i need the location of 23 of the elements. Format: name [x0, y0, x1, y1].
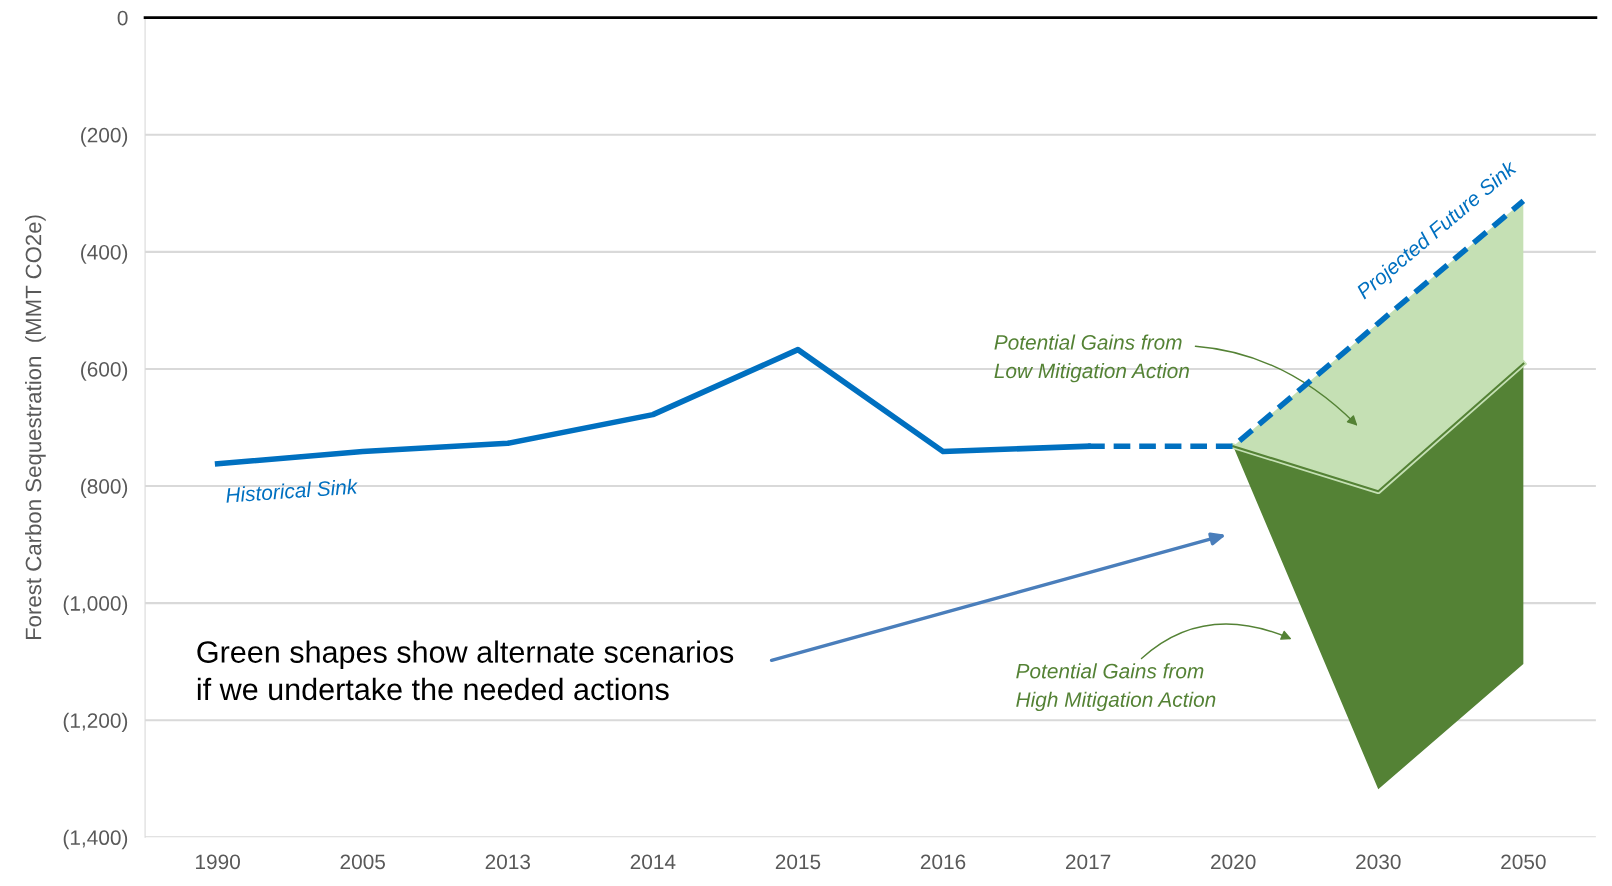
- series-label: Historical Sink: [225, 478, 359, 503]
- y-tick-label: (200): [81, 127, 128, 147]
- x-tick-label: 2050: [1501, 854, 1546, 870]
- x-tick-label: 1990: [196, 854, 240, 870]
- x-tick-label: 2020: [1211, 854, 1256, 870]
- annotation: Green shapes show alternate scenarios if we undertake the needed actions: [197, 640, 734, 701]
- y-tick-label: 0: [117, 10, 128, 26]
- y-tick-label: (1,200): [63, 712, 128, 733]
- y-axis-title: Forest Carbon Sequestration (MMT CO2e): [25, 215, 46, 640]
- x-tick-label: 2013: [485, 854, 531, 870]
- text: Potential Gains from High Mitigation Action: [1016, 663, 1216, 712]
- x-tick-label: 2014: [630, 854, 676, 870]
- text: Potential Gains from Low Mitigation Action: [994, 334, 1189, 383]
- y-tick-label: (1,400): [63, 829, 128, 850]
- y-tick-label: (400): [81, 244, 128, 264]
- y-tick-label: (1,000): [63, 595, 128, 615]
- x-tick-label: 2015: [775, 854, 821, 870]
- y-tick-label: (600): [81, 361, 128, 381]
- y-tick-label: (800): [81, 478, 128, 498]
- x-tick-label: 2016: [920, 854, 966, 870]
- x-tick-label: 2005: [340, 854, 385, 870]
- x-tick-label: 2030: [1356, 854, 1401, 870]
- x-tick-label: 2017: [1065, 854, 1111, 870]
